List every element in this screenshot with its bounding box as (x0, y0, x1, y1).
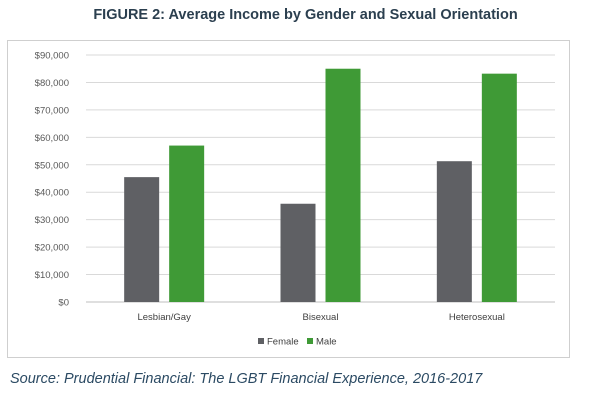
x-category-label: Bisexual (303, 312, 339, 323)
bar-female-1 (280, 203, 316, 302)
y-tick-label: $0 (58, 298, 69, 309)
y-tick-label: $60,000 (35, 133, 69, 144)
x-category-label: Lesbian/Gay (137, 312, 191, 323)
y-tick-label: $10,000 (35, 270, 69, 281)
legend-swatch-female (258, 338, 264, 344)
bar-male-2 (481, 73, 517, 302)
bar-female-2 (436, 161, 472, 302)
y-tick-label: $70,000 (35, 105, 69, 116)
y-tick-label: $30,000 (35, 215, 69, 226)
y-tick-label: $40,000 (35, 188, 69, 199)
y-tick-label: $20,000 (35, 243, 69, 254)
source-caption: Source: Prudential Financial: The LGBT F… (10, 371, 483, 387)
legend-swatch-male (307, 338, 313, 344)
bar-female-0 (124, 177, 160, 302)
y-tick-label: $80,000 (35, 78, 69, 89)
y-tick-label: $50,000 (35, 160, 69, 171)
x-category-label: Heterosexual (449, 312, 505, 323)
legend-label-female: Female (267, 337, 299, 348)
chart-title: FIGURE 2: Average Income by Gender and S… (93, 7, 518, 23)
y-tick-label: $90,000 (35, 51, 69, 62)
bar-male-1 (325, 68, 361, 302)
chart-frame (7, 40, 570, 358)
bar-male-0 (169, 145, 205, 302)
legend-label-male: Male (316, 337, 337, 348)
